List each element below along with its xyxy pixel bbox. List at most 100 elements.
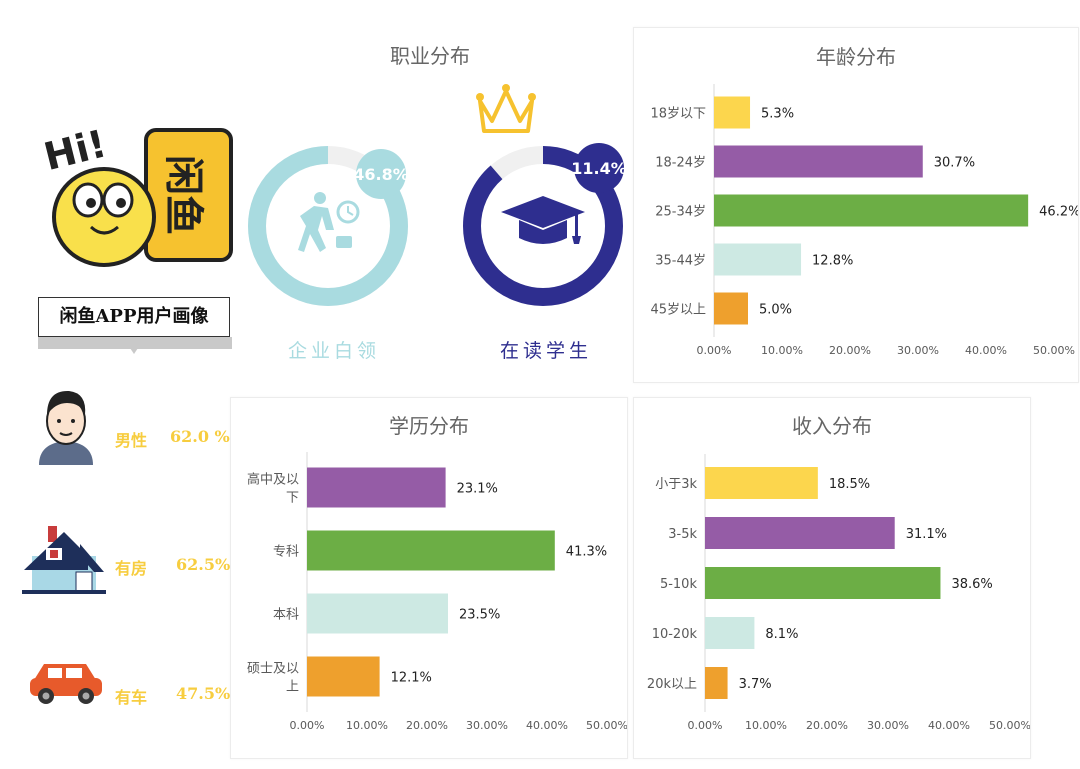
category-label: 10-20k: [652, 627, 698, 642]
white-collar-donut: 46.8%: [248, 146, 409, 306]
bar-value-label: 3.7%: [739, 677, 772, 692]
occupation-title: 职业分布: [390, 44, 470, 68]
category-label: 专科: [273, 545, 299, 560]
bar-value-label: 12.8%: [812, 254, 853, 269]
donut-value-bubble: [356, 149, 406, 199]
graduation-cap-icon: [501, 196, 585, 244]
down-arrow-icon: [130, 348, 138, 354]
white-collar-label: 企业白领: [288, 340, 381, 362]
age-chart-panel: 年龄分布 5.3% 18岁以下 30.7% 18-24岁 46.2% 25-34岁 12.8…: [633, 27, 1079, 383]
category-label: 5-10k: [660, 577, 698, 592]
bar-value-label: 5.0%: [759, 303, 792, 318]
bar-value-label: 31.1%: [906, 527, 947, 542]
category-label: 本科: [273, 608, 299, 623]
x-tick-label: 30.00%: [466, 719, 508, 732]
student-donut: 11.4%: [463, 143, 627, 306]
app-title: 闲鱼APP用户画像: [38, 297, 230, 337]
x-tick-label: 50.00%: [586, 719, 627, 732]
education-chart-title: 学历分布: [389, 414, 469, 438]
bar-value-label: 46.2%: [1039, 205, 1078, 220]
logo-tag-icon: 闲鱼: [144, 128, 233, 262]
donut-arc: [463, 146, 623, 306]
category-label: 25-34岁: [655, 205, 706, 220]
income-chart-title: 收入分布: [792, 414, 872, 438]
x-tick-label: 20.00%: [829, 344, 871, 357]
x-tick-label: 10.00%: [346, 719, 388, 732]
bar-value-label: 30.7%: [934, 156, 975, 171]
donut-value-bubble: [574, 143, 624, 193]
bar: [307, 656, 380, 697]
bar-value-label: 18.5%: [829, 477, 870, 492]
bar: [307, 467, 446, 508]
education-chart-panel: 学历分布 23.1% 高中及以下 41.3% 专科 23.5% 本科 12.1% 硕士及以上 0…: [230, 397, 628, 759]
bar: [714, 292, 748, 325]
fish-mascot-icon: [52, 167, 156, 267]
bar: [714, 96, 751, 129]
man-avatar-icon: [39, 390, 93, 465]
bar: [705, 517, 895, 549]
donut-value-label: 11.4%: [571, 159, 627, 178]
house-icon: [22, 526, 106, 594]
x-tick-label: 20.00%: [406, 719, 448, 732]
donut-value-label: 46.8%: [353, 165, 409, 184]
x-tick-label: 10.00%: [761, 344, 803, 357]
walking-worker-icon: [298, 192, 360, 252]
bar: [705, 567, 941, 599]
x-tick-label: 40.00%: [526, 719, 568, 732]
x-tick-label: 50.00%: [989, 719, 1030, 732]
x-tick-label: 0.00%: [697, 344, 732, 357]
bar-value-label: 12.1%: [391, 671, 432, 686]
car-label: 有车: [115, 688, 148, 707]
bar: [705, 667, 728, 699]
bar: [307, 593, 448, 634]
male-label: 男性: [115, 431, 148, 450]
income-chart-panel: 收入分布 18.5% 小于3k 31.1% 3-5k 38.6% 5-10k 8.1% 10-…: [633, 397, 1031, 759]
category-label: 35-44岁: [655, 254, 706, 269]
x-tick-label: 40.00%: [928, 719, 970, 732]
xianyu-logo: 闲鱼 Hi!: [40, 121, 233, 267]
house-label: 有房: [115, 559, 148, 578]
x-tick-label: 0.00%: [688, 719, 723, 732]
male-value: 62.0 %: [170, 427, 230, 446]
x-tick-label: 0.00%: [290, 719, 325, 732]
x-tick-label: 10.00%: [745, 719, 787, 732]
age-bar-chart: 5.3% 18岁以下 30.7% 18-24岁 46.2% 25-34岁 12.8% 35-4…: [650, 84, 1078, 357]
bar: [714, 243, 802, 276]
bar-value-label: 41.3%: [566, 545, 607, 560]
car-icon: [30, 664, 102, 704]
student-label: 在读学生: [500, 340, 593, 362]
donut-arc-background: [463, 146, 623, 306]
bar-value-label: 23.1%: [457, 482, 498, 497]
bar: [705, 617, 755, 649]
category-label: 小于3k: [655, 477, 697, 492]
crown-icon: [476, 84, 536, 133]
x-tick-label: 20.00%: [806, 719, 848, 732]
x-tick-label: 50.00%: [1033, 344, 1075, 357]
title-underline-bar: [38, 337, 232, 349]
category-label: 20k以上: [647, 677, 697, 692]
bar: [714, 194, 1029, 227]
category-label: 18-24岁: [655, 156, 706, 171]
logo-text: 闲鱼: [160, 155, 206, 235]
bar-value-label: 5.3%: [761, 107, 794, 122]
bar-value-label: 23.5%: [459, 608, 500, 623]
income-bar-chart: 18.5% 小于3k 31.1% 3-5k 38.6% 5-10k 8.1% 10-20k 3.…: [647, 454, 1030, 732]
donut-arc: [248, 146, 408, 306]
category-label: 3-5k: [668, 527, 697, 542]
bar: [714, 145, 923, 178]
category-label: 45岁以上: [650, 303, 706, 318]
car-value: 47.5%: [176, 684, 231, 703]
x-tick-label: 30.00%: [867, 719, 909, 732]
category-label: 硕士及以: [247, 662, 299, 677]
bar: [307, 530, 555, 571]
x-tick-label: 40.00%: [965, 344, 1007, 357]
bar-value-label: 38.6%: [951, 577, 992, 592]
category-label: 上: [286, 680, 299, 695]
x-tick-label: 30.00%: [897, 344, 939, 357]
house-value: 62.5%: [176, 555, 231, 574]
bar: [705, 467, 818, 499]
category-label: 18岁以下: [650, 107, 706, 122]
bar-value-label: 8.1%: [765, 627, 798, 642]
age-chart-title: 年龄分布: [816, 45, 896, 69]
